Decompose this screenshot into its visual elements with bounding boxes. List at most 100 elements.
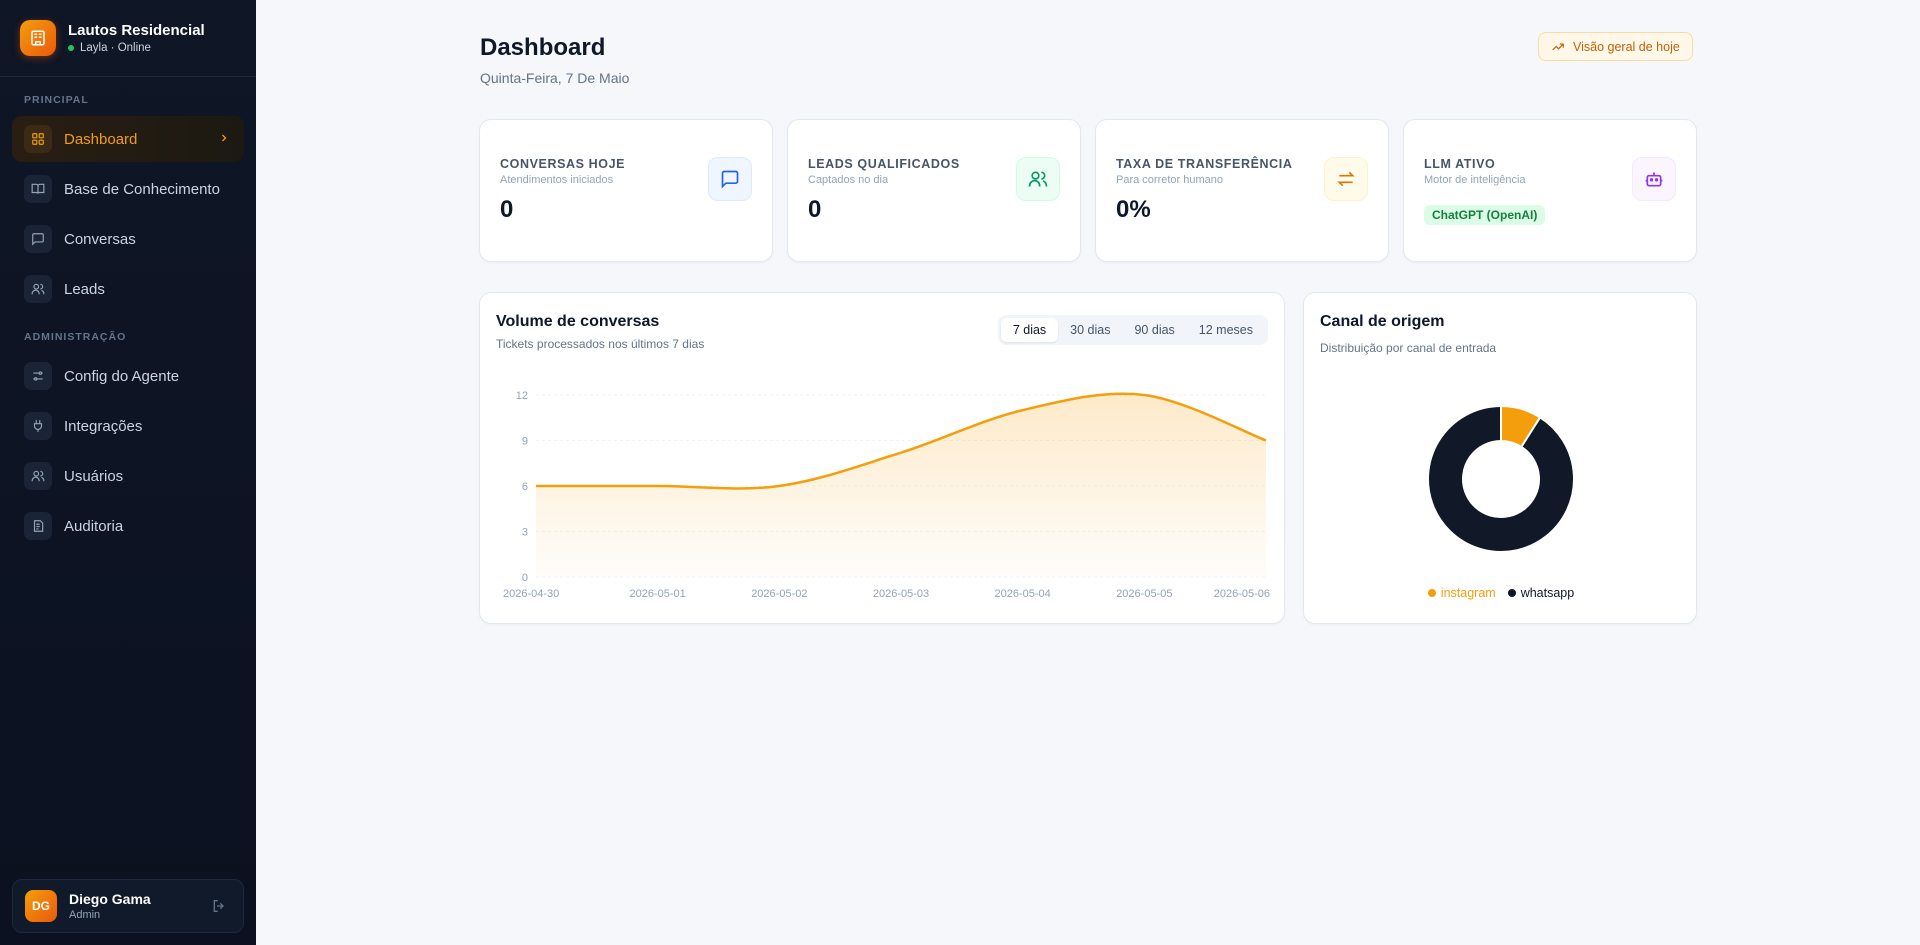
sidebar-item-label: Dashboard	[64, 130, 138, 148]
trending-up-icon	[1552, 43, 1564, 50]
sidebar: Lautos Residencial Layla · Online PRINCI…	[0, 0, 256, 945]
audit-icon	[24, 512, 52, 540]
legend-label: whatsapp	[1520, 586, 1575, 600]
chart-title: Canal de origem	[1320, 313, 1445, 330]
sidebar-item-label: Base de Conhecimento	[64, 180, 220, 198]
stat-label: LEADS QUALIFICADOS	[808, 157, 960, 171]
legend-dot-icon	[1507, 589, 1516, 597]
brand: Lautos Residencial Layla · Online	[0, 0, 256, 77]
brand-status: Layla · Online	[68, 42, 205, 54]
volume-chart-card: Volume de conversas Tickets processados …	[479, 292, 1285, 624]
chat-icon	[708, 157, 752, 201]
stat-card-llm: LLM ATIVO Motor de inteligência ChatGPT …	[1403, 119, 1697, 262]
chart-legend: instagram whatsapp	[1304, 586, 1698, 600]
stat-value: 0	[808, 196, 822, 223]
x-tick-label: 2026-05-01	[630, 588, 686, 600]
chart-subtitle: Distribuição por canal de entrada	[1320, 341, 1497, 355]
stat-sub: Para corretor humano	[1116, 174, 1223, 186]
page-title: Dashboard	[480, 34, 606, 61]
pie-slice-whatsapp	[1427, 404, 1575, 553]
stat-card-conversas: CONVERSAS HOJE Atendimentos iniciados 0	[479, 119, 773, 262]
users-icon	[1016, 157, 1060, 201]
main-content: Dashboard Quinta-Feira, 7 De Maio Visão …	[256, 0, 1920, 945]
brand-status-text: Layla · Online	[80, 42, 151, 54]
user-profile[interactable]: DG Diego Gama Admin	[12, 879, 244, 933]
y-tick-label: 12	[516, 390, 528, 402]
chevron-right-icon	[218, 131, 230, 148]
llm-badge: ChatGPT (OpenAI)	[1424, 205, 1546, 225]
channel-chart-card: Canal de origem Distribuição por canal d…	[1303, 292, 1697, 624]
sidebar-item-label: Leads	[64, 280, 105, 298]
sidebar-item-config-do-agente[interactable]: Config do Agente	[12, 353, 244, 399]
section-label-administracao: ADMINISTRAÇÃO	[24, 331, 127, 343]
sidebar-item-auditoria[interactable]: Auditoria	[12, 503, 244, 549]
x-tick-label: 2026-05-04	[995, 588, 1051, 600]
sidebar-item-label: Integrações	[64, 417, 143, 435]
x-tick-label: 2026-05-06	[1214, 588, 1270, 600]
page-subtitle: Quinta-Feira, 7 De Maio	[480, 70, 630, 86]
legend-dot-icon	[1427, 589, 1436, 597]
overview-button-label: Visão geral de hoje	[1573, 39, 1680, 54]
stat-value: 0%	[1116, 196, 1151, 223]
dashboard-icon	[24, 125, 52, 153]
chart-subtitle: Tickets processados nos últimos 7 dias	[496, 337, 705, 351]
stat-label: TAXA DE TRANSFERÊNCIA	[1116, 157, 1293, 171]
tab-90-dias[interactable]: 90 dias	[1134, 323, 1175, 337]
legend-item-whatsapp: whatsapp	[1507, 586, 1575, 600]
logout-icon[interactable]	[211, 898, 227, 919]
sidebar-item-base-de-conhecimento[interactable]: Base de Conhecimento	[12, 166, 244, 212]
transfer-icon	[1324, 157, 1368, 201]
chat-icon	[24, 225, 52, 253]
y-tick-label: 0	[522, 572, 528, 584]
stat-label: LLM ATIVO	[1424, 157, 1496, 171]
tab-7-dias[interactable]: 7 dias	[1000, 318, 1059, 342]
legend-item-instagram: instagram	[1427, 586, 1496, 600]
stat-sub: Captados no dia	[808, 174, 889, 186]
sidebar-item-label: Usuários	[64, 467, 124, 485]
chart-title: Volume de conversas	[496, 313, 660, 330]
tab-30-dias[interactable]: 30 dias	[1070, 323, 1111, 337]
x-tick-label: 2026-05-05	[1116, 588, 1172, 600]
users-icon	[24, 275, 52, 303]
sidebar-item-leads[interactable]: Leads	[12, 266, 244, 312]
y-tick-label: 9	[522, 436, 528, 448]
range-tabs: 7 dias 30 dias 90 dias 12 meses	[997, 315, 1268, 345]
overview-button[interactable]: Visão geral de hoje	[1538, 32, 1693, 61]
stat-card-transferencia: TAXA DE TRANSFERÊNCIA Para corretor huma…	[1095, 119, 1389, 262]
sidebar-item-label: Auditoria	[64, 517, 124, 535]
plug-icon	[24, 412, 52, 440]
stat-sub: Motor de inteligência	[1424, 174, 1526, 186]
legend-label: instagram	[1440, 586, 1496, 600]
users-icon	[24, 462, 52, 490]
book-icon	[24, 175, 52, 203]
sidebar-item-dashboard[interactable]: Dashboard	[12, 116, 244, 162]
channel-donut-chart	[1427, 404, 1575, 553]
robot-icon	[1632, 157, 1676, 201]
online-dot-icon	[68, 45, 74, 51]
stat-value: 0	[500, 196, 514, 223]
series-line	[536, 392, 1267, 490]
x-tick-label: 2026-04-30	[503, 588, 559, 600]
sidebar-item-integracoes[interactable]: Integrações	[12, 403, 244, 449]
stat-card-leads: LEADS QUALIFICADOS Captados no dia 0	[787, 119, 1081, 262]
user-role: Admin	[69, 909, 101, 921]
section-label-principal: PRINCIPAL	[24, 94, 89, 106]
brand-title: Lautos Residencial	[68, 22, 205, 39]
y-tick-label: 6	[522, 481, 528, 493]
stat-label: CONVERSAS HOJE	[500, 157, 626, 171]
sidebar-item-label: Config do Agente	[64, 367, 180, 385]
avatar: DG	[25, 890, 57, 922]
tab-12-meses[interactable]: 12 meses	[1198, 323, 1253, 337]
building-icon	[20, 20, 56, 56]
stat-sub: Atendimentos iniciados	[500, 174, 614, 186]
sliders-icon	[24, 362, 52, 390]
x-tick-label: 2026-05-02	[751, 588, 807, 600]
volume-area-chart: 0 3 6 9 12 2026-04-30 2026-05-01 2026-05-02 2026…	[503, 390, 1270, 600]
user-name: Diego Gama	[69, 891, 151, 907]
sidebar-item-conversas[interactable]: Conversas	[12, 216, 244, 262]
x-tick-label: 2026-05-03	[873, 588, 929, 600]
sidebar-item-usuarios[interactable]: Usuários	[12, 453, 244, 499]
series-area	[536, 393, 1266, 577]
y-tick-label: 3	[522, 527, 528, 539]
sidebar-item-label: Conversas	[64, 230, 136, 248]
